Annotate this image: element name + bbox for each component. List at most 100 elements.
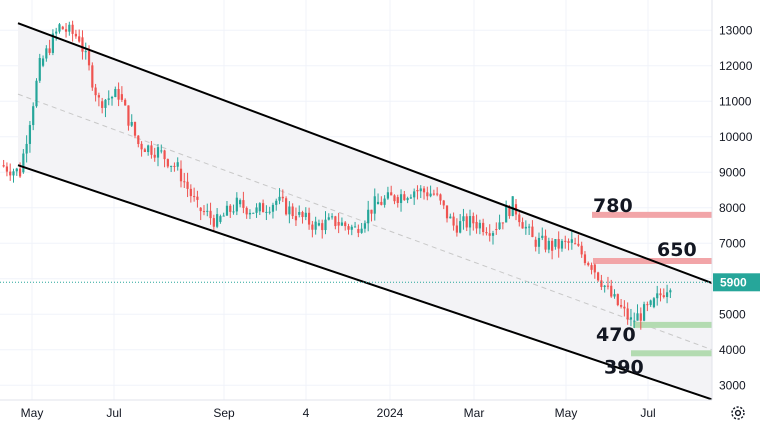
candle-up (547, 240, 550, 250)
candle-down (229, 205, 232, 212)
candle-up (376, 201, 380, 205)
current-price-label: 5900 (720, 275, 747, 289)
candle-down (501, 222, 504, 224)
candle-up (255, 207, 258, 213)
candle-up (314, 221, 317, 230)
y-tick-label: 3000 (719, 378, 746, 392)
candle-down (91, 65, 94, 88)
candle-up (350, 226, 353, 230)
candle-up (409, 197, 412, 199)
candle-up (324, 219, 327, 231)
candle-down (321, 223, 324, 231)
x-tick-label: Jul (640, 406, 655, 420)
y-tick-label: 7000 (719, 236, 746, 250)
candle-down (564, 240, 567, 242)
candle-down (9, 171, 12, 176)
level-label-470: 470 (596, 324, 636, 346)
candle-up (104, 99, 107, 108)
candle-down (551, 240, 554, 251)
candle-up (406, 198, 409, 201)
candle-up (419, 188, 422, 192)
candle-up (278, 196, 281, 201)
candle-down (97, 95, 100, 98)
candle-up (232, 211, 235, 213)
candle-up (373, 196, 376, 214)
candle-up (537, 237, 541, 247)
y-tick-label: 5000 (719, 307, 746, 321)
candle-down (567, 241, 570, 243)
candle-up (491, 233, 495, 236)
candle-down (74, 33, 77, 37)
candle-up (147, 145, 150, 153)
candle-down (442, 200, 445, 206)
candle-up (554, 239, 557, 247)
candle-up (304, 212, 307, 218)
x-tick-label: 4 (303, 406, 310, 420)
candle-down (284, 198, 288, 215)
candle-up (652, 298, 656, 308)
candle-up (353, 226, 357, 228)
candle-up (28, 125, 32, 144)
x-tick-label: May (555, 406, 578, 420)
candle-down (307, 212, 311, 225)
candle-up (25, 143, 28, 154)
candle-down (262, 203, 265, 213)
y-tick-label: 9000 (719, 165, 746, 179)
candle-down (619, 305, 623, 307)
candle-down (452, 216, 455, 226)
candle-up (248, 212, 252, 215)
candle-down (245, 207, 248, 215)
candle-down (18, 168, 22, 177)
candle-down (337, 221, 340, 226)
candle-down (199, 207, 202, 212)
candle-up (176, 162, 179, 167)
candle-up (265, 211, 268, 213)
candle-up (268, 211, 271, 213)
candle-up (656, 293, 659, 299)
candle-up (613, 294, 616, 297)
candle-up (327, 217, 330, 220)
candle-down (495, 229, 498, 231)
level-label-390: 390 (604, 356, 644, 378)
candle-down (347, 226, 350, 230)
candle-down (472, 216, 475, 224)
candle-down (61, 26, 64, 30)
candle-up (367, 209, 370, 224)
y-tick-label: 8000 (719, 201, 746, 215)
candle-up (383, 198, 386, 205)
level-band-780 (592, 211, 712, 218)
candle-down (370, 209, 373, 214)
candle-down (508, 206, 511, 217)
candle-up (114, 89, 117, 98)
candle-down (416, 190, 419, 192)
candle-down (587, 263, 590, 266)
candle-down (403, 194, 406, 201)
candle-up (252, 212, 255, 214)
candle-down (380, 201, 383, 205)
settings-gear-icon[interactable] (729, 404, 747, 422)
candle-down (163, 150, 166, 160)
x-tick-label: 2024 (377, 406, 404, 420)
candle-up (511, 196, 514, 217)
candle-up (225, 205, 229, 216)
candle-up (38, 57, 41, 81)
candle-up (524, 226, 527, 229)
candle-down (78, 36, 81, 42)
candle-up (110, 97, 114, 99)
candle-up (41, 58, 45, 66)
candle-down (2, 165, 5, 167)
candle-down (475, 221, 478, 229)
candle-up (669, 290, 672, 293)
candle-up (239, 200, 242, 205)
candle-up (528, 226, 531, 228)
x-tick-label: May (21, 406, 44, 420)
candle-down (344, 222, 347, 227)
candle-up (219, 216, 222, 222)
x-tick-label: Mar (464, 406, 485, 420)
candle-up (222, 215, 225, 217)
candle-up (459, 221, 462, 233)
candle-up (84, 51, 87, 53)
candle-up (15, 168, 18, 172)
candle-up (449, 216, 452, 219)
candle-down (153, 154, 156, 158)
